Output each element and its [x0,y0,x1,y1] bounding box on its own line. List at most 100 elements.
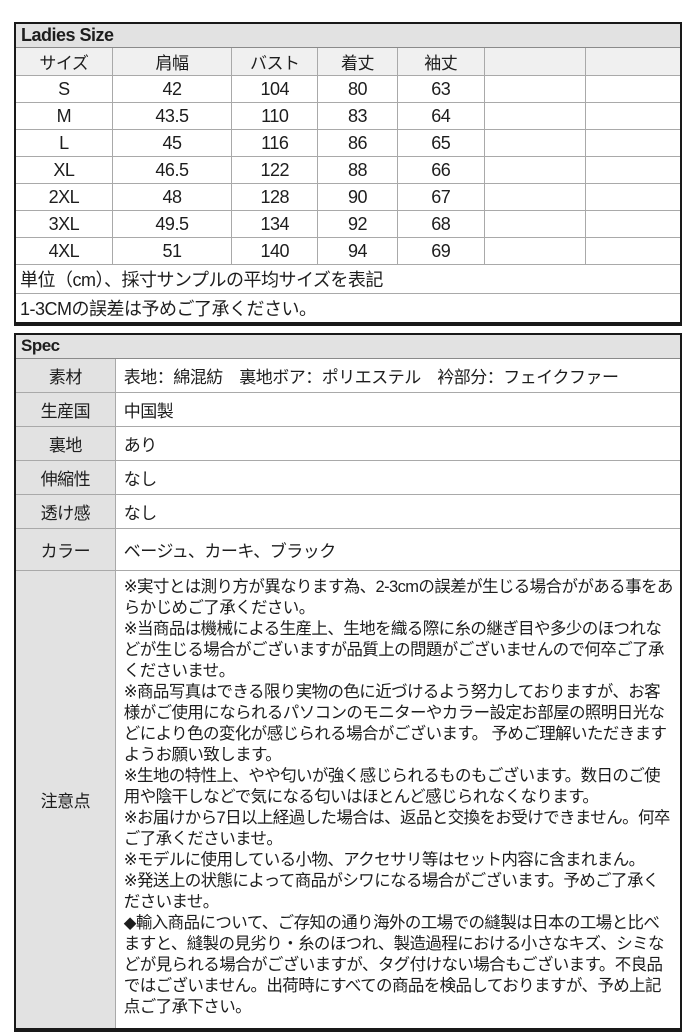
spec-value-country: 中国製 [114,391,682,427]
spec-label-color: カラー [14,527,116,571]
spec-row-stretch: 伸縮性 なし [14,459,682,495]
empty-cell [585,102,682,130]
notes-list: ※実寸とは測り方が異なります為、2-3cmの誤差が生じる場合ががある事をあらかじ… [114,569,682,1030]
cell-shoulder: 49.5 [111,210,233,238]
cell-sleeve: 67 [396,183,485,211]
cell-bust: 116 [231,129,319,157]
empty-cell [585,237,682,265]
cell-length: 88 [317,156,398,184]
empty-cell [585,75,682,103]
table-row-xl: XL 46.5 122 88 66 [14,156,682,184]
empty-cell [483,75,587,103]
spec-value-material: 表地：綿混紡 裏地ボア：ポリエステル 衿部分：フェイクファー [114,357,682,393]
column-header-length: 着丈 [317,47,398,76]
spec-value-stretch: なし [114,459,682,495]
cell-bust: 128 [231,183,319,211]
footnote-unit: 単位（cm）、採寸サンプルの平均サイズを表記 [14,264,682,294]
size-table-header-row: サイズ 肩幅 バスト 着丈 袖丈 [14,47,682,76]
table-row-4xl: 4XL 51 140 94 69 [14,237,682,265]
size-label: 2XL [14,183,113,211]
cell-sleeve: 63 [396,75,485,103]
spec-label-lining: 裏地 [14,425,116,461]
column-header-sleeve: 袖丈 [396,47,485,76]
spec-row-country: 生産国 中国製 [14,391,682,427]
size-table-title: Ladies Size [14,22,682,48]
empty-cell [483,102,587,130]
empty-cell [483,156,587,184]
empty-cell [585,210,682,238]
note-item: ◆輸入商品について、ご存知の通り海外の工場での縫製は日本の工場と比べますと、縫製… [123,913,665,1016]
size-label: XL [14,156,113,184]
cell-length: 92 [317,210,398,238]
spec-label-country: 生産国 [14,391,116,427]
footnote-row: 1-3CMの誤差は予めご了承ください。 [14,293,682,325]
cell-shoulder: 45 [111,129,233,157]
size-label: 3XL [14,210,113,238]
empty-cell [585,47,682,76]
column-header-shoulder: 肩幅 [111,47,233,76]
footnote-row: 単位（cm）、採寸サンプルの平均サイズを表記 [14,264,682,294]
spec-value-lining: あり [114,425,682,461]
cell-bust: 134 [231,210,319,238]
cell-shoulder: 43.5 [111,102,233,130]
spec-value-color: ベージュ、カーキ、ブラック [114,527,682,571]
empty-cell [585,156,682,184]
table-row-s: S 42 104 80 63 [14,75,682,103]
cell-length: 94 [317,237,398,265]
cell-bust: 122 [231,156,319,184]
empty-cell [483,237,587,265]
empty-cell [585,129,682,157]
table-row-3xl: 3XL 49.5 134 92 68 [14,210,682,238]
spec-table-title-row: Spec [14,333,682,359]
cell-bust: 140 [231,237,319,265]
spec-row-notes: 注意点 ※実寸とは測り方が異なります為、2-3cmの誤差が生じる場合ががある事を… [14,569,682,1030]
spec-label-notes: 注意点 [14,569,116,1030]
spec-row-sheerness: 透け感 なし [14,493,682,529]
empty-cell [483,47,587,76]
spec-value-sheerness: なし [114,493,682,529]
size-label: 4XL [14,237,113,265]
cell-shoulder: 42 [111,75,233,103]
cell-length: 90 [317,183,398,211]
column-header-bust: バスト [231,47,319,76]
cell-sleeve: 68 [396,210,485,238]
cell-bust: 110 [231,102,319,130]
table-row-2xl: 2XL 48 128 90 67 [14,183,682,211]
note-item: ※モデルに使用している小物、アクセサリ等はセット内容に含まれまん。 [123,850,645,869]
cell-shoulder: 46.5 [111,156,233,184]
note-item: ※商品写真はできる限り実物の色に近づけるよう努力しておりますが、お客様がご使用に… [123,682,667,764]
cell-sleeve: 65 [396,129,485,157]
spec-label-material: 素材 [14,357,116,393]
footnote-tolerance: 1-3CMの誤差は予めご了承ください。 [14,293,682,325]
size-table-title-row: Ladies Size [14,22,682,48]
size-label: S [14,75,113,103]
note-item: ※実寸とは測り方が異なります為、2-3cmの誤差が生じる場合ががある事をあらかじ… [123,577,674,617]
table-row-l: L 45 116 86 65 [14,129,682,157]
column-header-size: サイズ [14,47,113,76]
cell-shoulder: 48 [111,183,233,211]
empty-cell [483,129,587,157]
empty-cell [585,183,682,211]
spec-label-sheerness: 透け感 [14,493,116,529]
spec-row-lining: 裏地 あり [14,425,682,461]
cell-sleeve: 66 [396,156,485,184]
empty-cell [483,210,587,238]
table-row-m: M 43.5 110 83 64 [14,102,682,130]
size-label: M [14,102,113,130]
spec-table-title: Spec [14,333,682,359]
cell-length: 80 [317,75,398,103]
page: Ladies Size サイズ 肩幅 バスト 着丈 袖丈 S 42 104 80… [14,22,682,1032]
cell-sleeve: 69 [396,237,485,265]
spec-row-color: カラー ベージュ、カーキ、ブラック [14,527,682,571]
note-item: ※発送上の状態によって商品がシワになる場合がございます。予めご了承くださいませ。 [123,871,660,911]
cell-length: 83 [317,102,398,130]
empty-cell [483,183,587,211]
note-item: ※生地の特性上、やや匂いが強く感じられるものもございます。数日のご使用や陰干しな… [123,766,661,806]
cell-shoulder: 51 [111,237,233,265]
spec-table: Spec 素材 表地：綿混紡 裏地ボア：ポリエステル 衿部分：フェイクファー 生… [14,333,682,1032]
cell-sleeve: 64 [396,102,485,130]
note-item: ※当商品は機械による生産上、生地を織る際に糸の継ぎ目や多少のほつれなどが生じる場… [123,619,665,680]
size-label: L [14,129,113,157]
cell-length: 86 [317,129,398,157]
size-table: Ladies Size サイズ 肩幅 バスト 着丈 袖丈 S 42 104 80… [14,22,682,326]
